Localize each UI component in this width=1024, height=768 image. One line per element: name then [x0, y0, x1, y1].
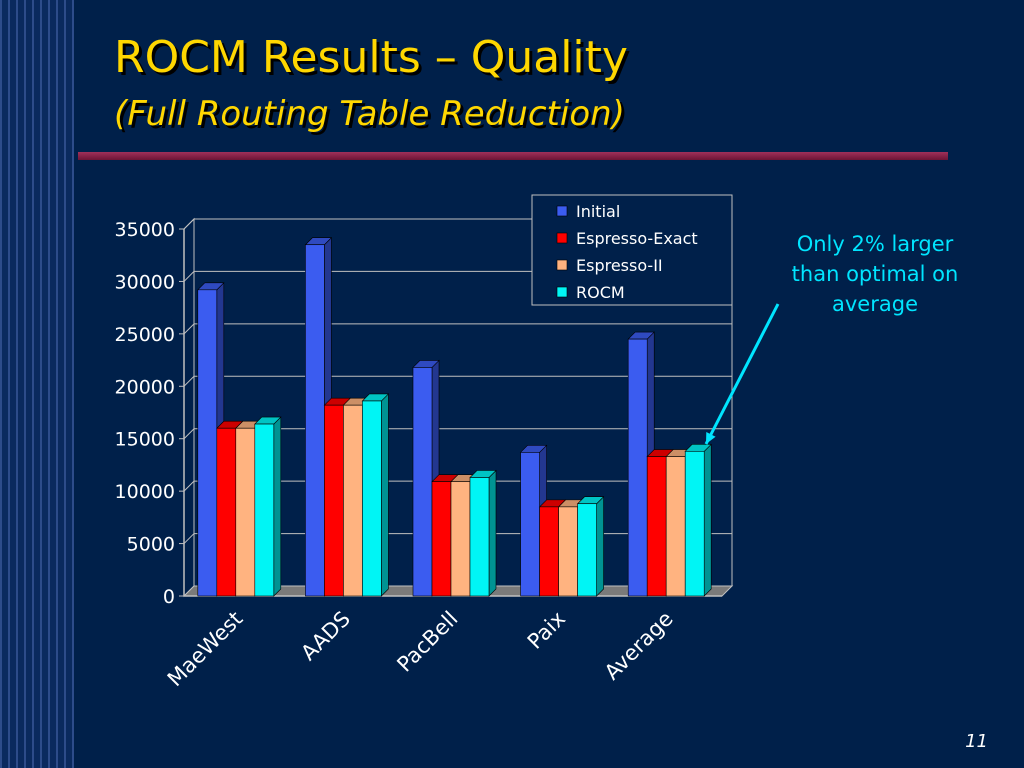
bar-rocm-maewest: [254, 416, 282, 597]
legend-swatch: [556, 232, 568, 244]
gridline: [183, 375, 732, 387]
y-tick-label: 25000: [115, 324, 175, 346]
y-tick-label: 0: [163, 586, 175, 608]
bar-rocm-average: [684, 443, 712, 597]
gridline: [183, 323, 732, 335]
legend-label: Espresso-II: [576, 256, 663, 275]
x-category-label: AADS: [296, 607, 355, 666]
y-tick-label: 15000: [115, 429, 175, 451]
annotation-arrow: [704, 303, 780, 445]
title-rule: [78, 152, 948, 160]
bar-rocm-aads: [361, 393, 390, 597]
y-tick-label: 30000: [115, 271, 175, 293]
legend-swatch: [556, 259, 568, 271]
x-category-label: MaeWest: [163, 607, 248, 692]
annotation-text: Only 2% larger than optimal on average: [791, 232, 959, 316]
gridline: [183, 428, 732, 440]
legend-swatch: [556, 205, 568, 217]
legend-label: Initial: [576, 202, 620, 221]
y-tick-label: 10000: [115, 481, 175, 503]
y-tick-label: 5000: [127, 534, 175, 556]
legend-label: ROCM: [576, 283, 625, 302]
x-category-label: PacBell: [392, 607, 462, 677]
gridline: [183, 480, 732, 492]
legend-label: Espresso-Exact: [576, 229, 698, 248]
slide-title: ROCM Results – Quality: [114, 32, 628, 83]
bar-rocm-pacbell: [469, 469, 497, 597]
annotation-arrowhead: [706, 432, 716, 444]
x-category-label: Average: [600, 607, 678, 685]
bar-rocm-paix: [576, 496, 605, 597]
y-tick-label: 35000: [115, 219, 175, 241]
slide-subtitle: (Full Routing Table Reduction): [114, 94, 625, 134]
plot-side-wall: [183, 217, 195, 598]
x-category-label: Paix: [523, 607, 570, 654]
legend-swatch: [556, 286, 568, 298]
page-number: 11: [965, 731, 988, 752]
y-tick-label: 20000: [115, 376, 175, 398]
side-stripe: [0, 0, 74, 768]
